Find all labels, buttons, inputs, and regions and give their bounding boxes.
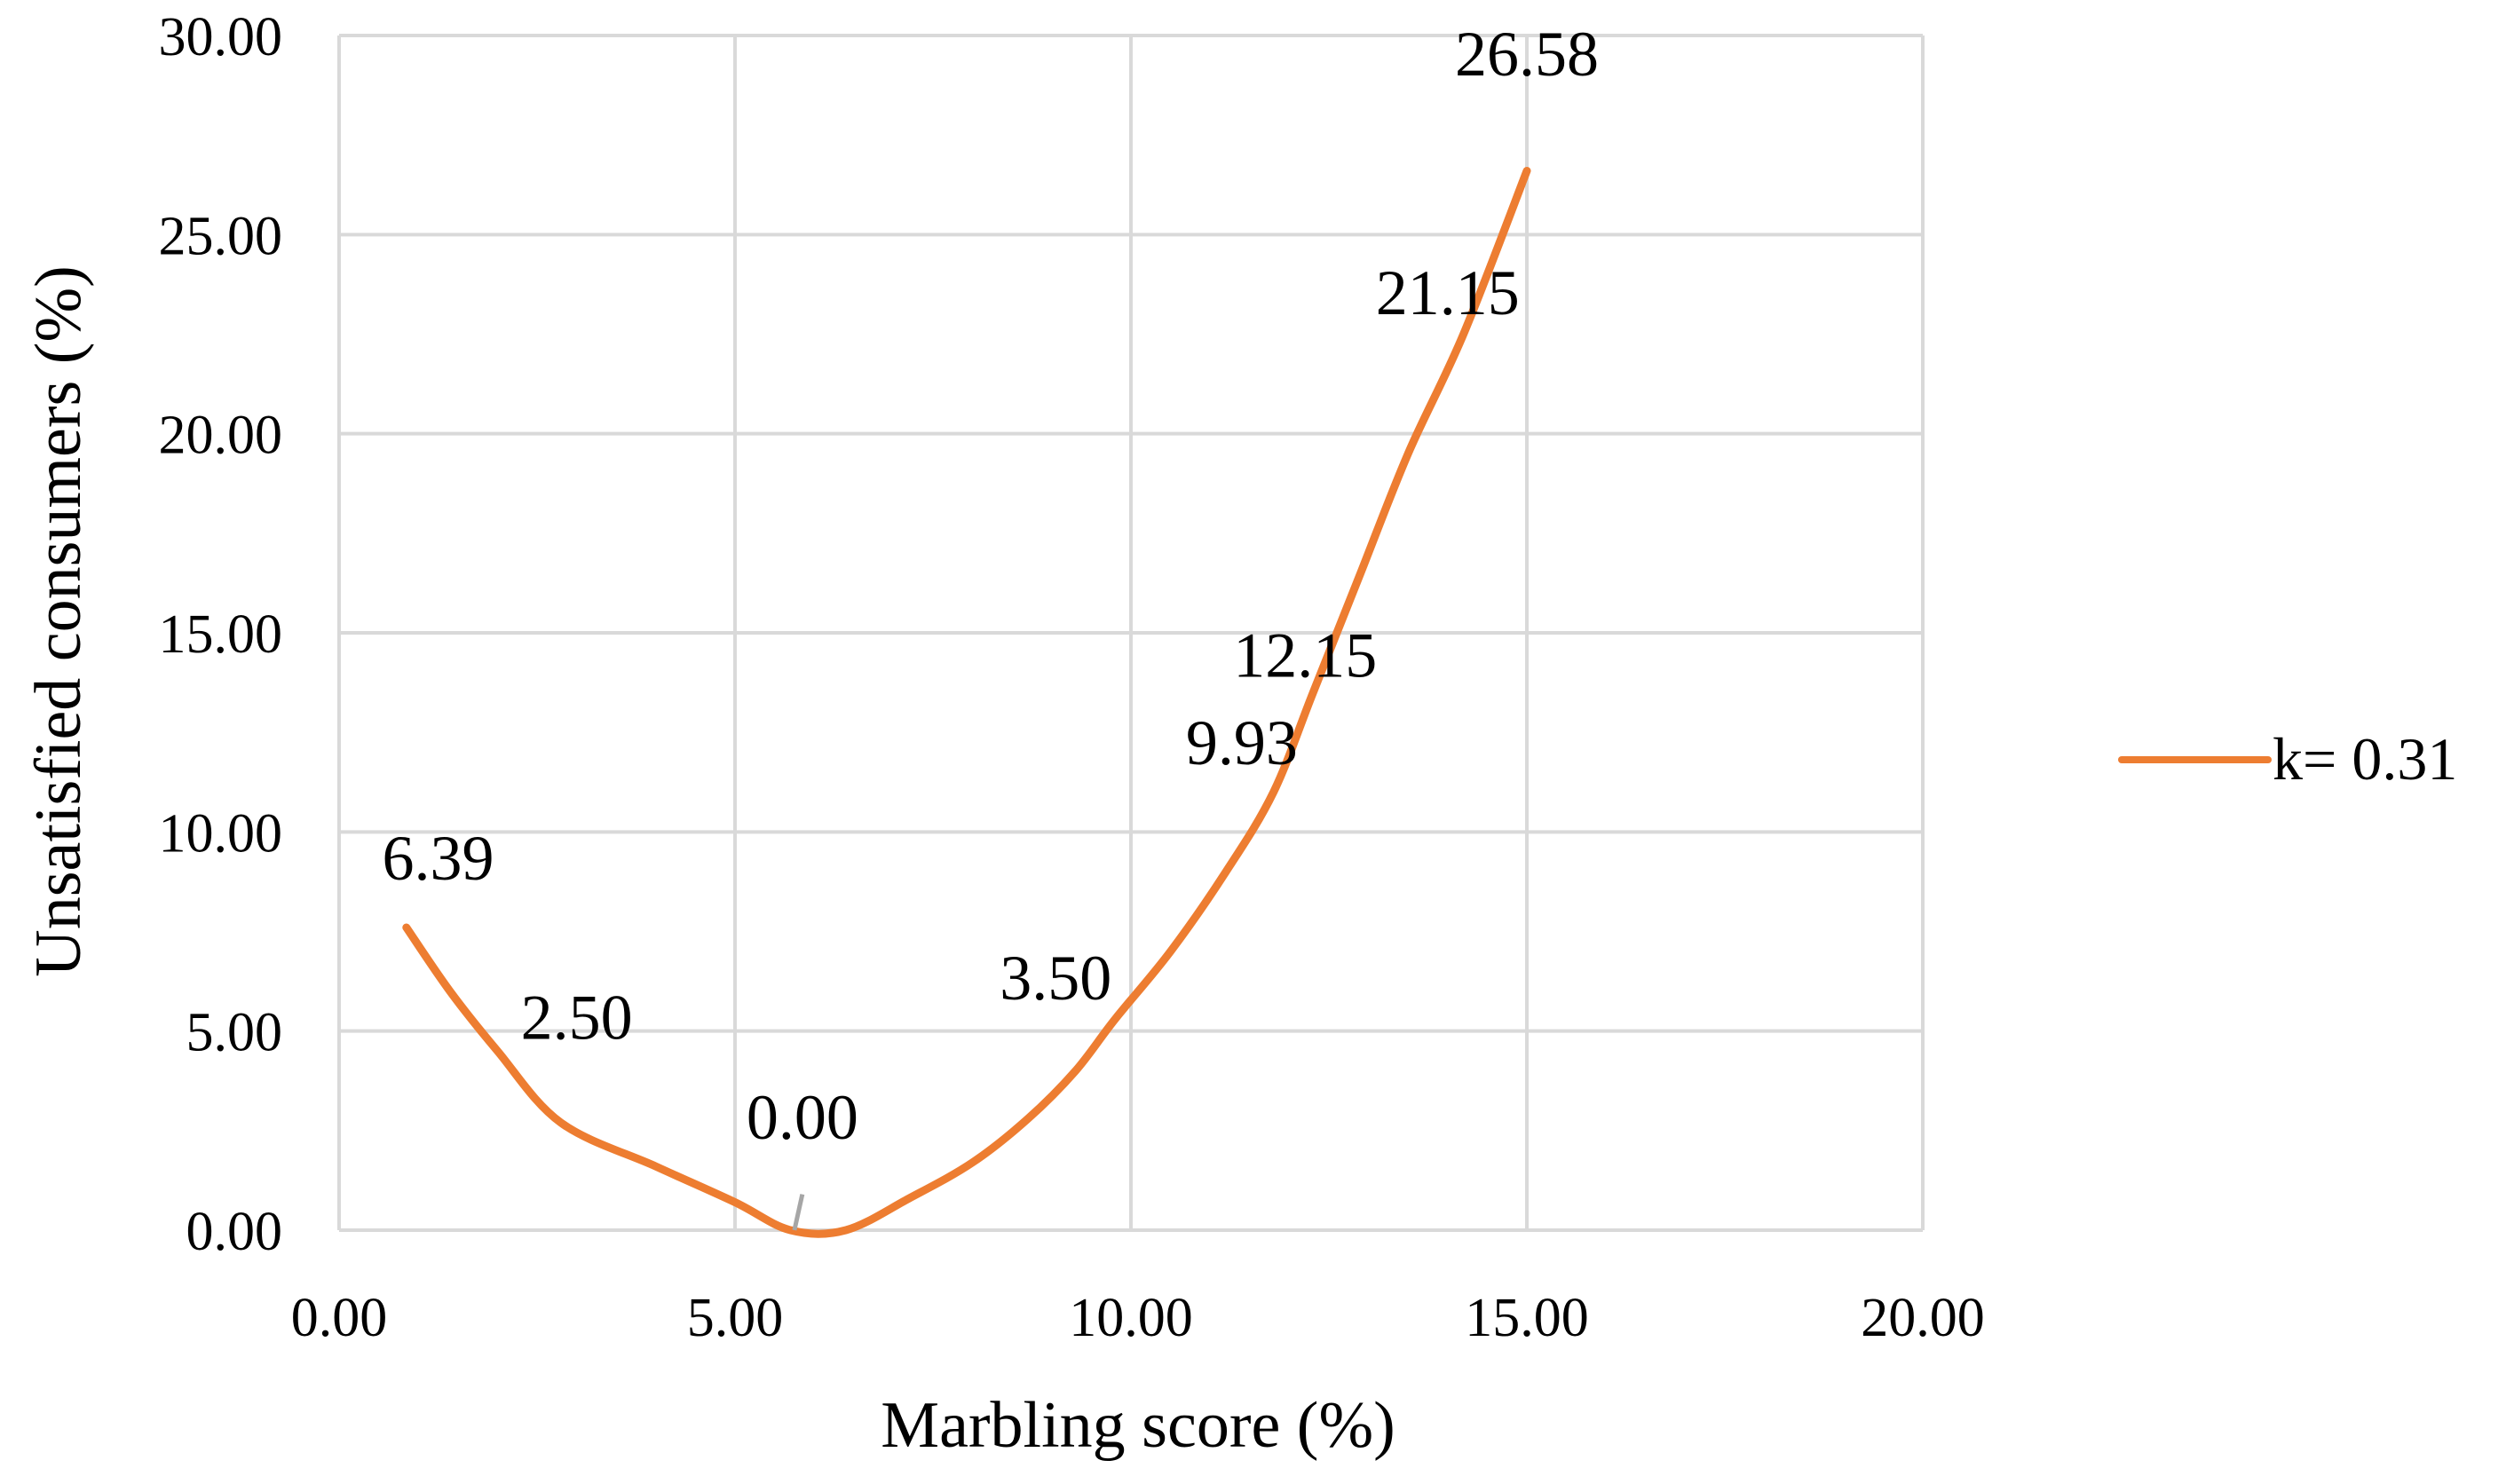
y-tick-label: 10.00: [159, 803, 283, 864]
data-label: 26.58: [1455, 19, 1599, 90]
data-label: 0.00: [747, 1082, 858, 1153]
y-tick-label: 15.00: [159, 604, 283, 665]
y-tick-label: 20.00: [159, 406, 283, 466]
data-label: 3.50: [1000, 943, 1111, 1014]
x-tick-label: 5.00: [687, 1288, 784, 1348]
data-label: 6.39: [383, 823, 494, 894]
y-axis-title: Unsatisfied consumers (%): [22, 265, 95, 976]
x-tick-label: 15.00: [1465, 1288, 1589, 1348]
gridlines: [337, 34, 1925, 1232]
data-label: 2.50: [521, 983, 633, 1054]
series-line-k-031: [402, 167, 1531, 1238]
y-tick-label: 5.00: [186, 1003, 283, 1063]
y-tick-label: 0.00: [186, 1202, 283, 1262]
data-label-leader-line: [792, 1194, 805, 1231]
data-label: 9.93: [1186, 707, 1298, 778]
x-tick-label: 10.00: [1069, 1288, 1193, 1348]
legend-label: k= 0.31: [2273, 725, 2457, 793]
y-tick-label: 25.00: [159, 206, 283, 266]
x-tick-label: 20.00: [1861, 1288, 1985, 1348]
x-tick-label: 0.00: [291, 1288, 388, 1348]
data-label: 21.15: [1376, 257, 1520, 328]
tick-labels: 0.00 5.00 10.00 15.00 20.00 0.00 5.00 10.00 15.0…: [159, 7, 1985, 1348]
data-label: 12.15: [1233, 620, 1377, 691]
legend: k= 0.31: [2118, 725, 2457, 793]
data-labels: 6.39 2.50 0.00 3.50 9.93 12.15 21.15 26.58: [383, 19, 1600, 1153]
y-tick-label: 30.00: [159, 7, 283, 67]
x-axis-title: Marbling score (%): [881, 1389, 1395, 1462]
